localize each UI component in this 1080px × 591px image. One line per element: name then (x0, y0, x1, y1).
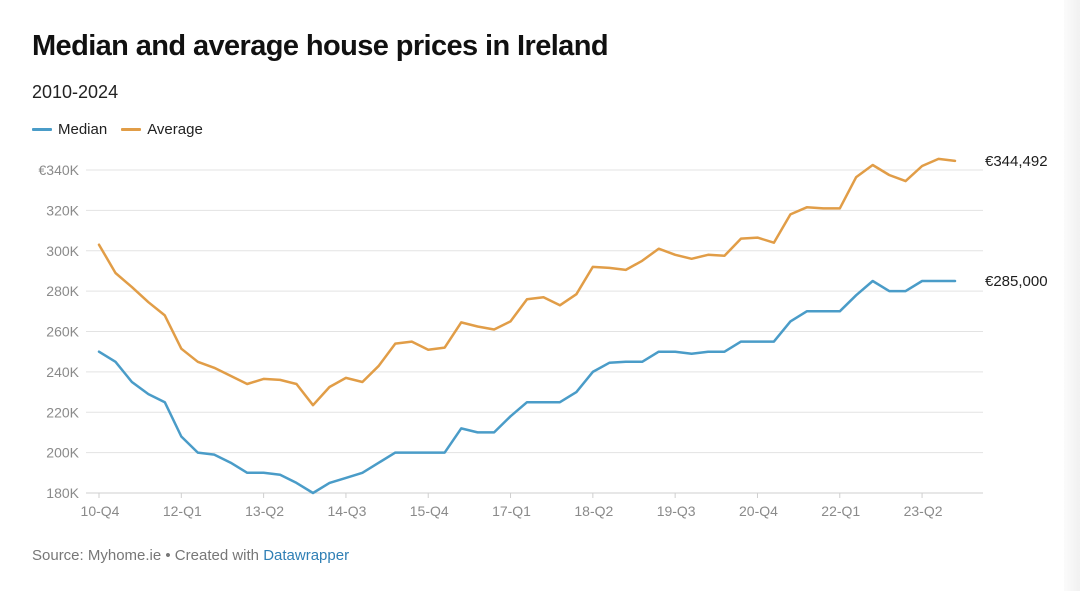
source-text: Source: Myhome.ie • Created with (32, 547, 264, 564)
y-tick-label: 260K (46, 324, 79, 340)
x-tick-label: 14-Q3 (327, 503, 366, 519)
x-tick-label: 17-Q1 (492, 503, 531, 519)
y-tick-label: 240K (46, 364, 79, 380)
end-label-median: €285,000 (985, 273, 1048, 290)
x-tick-label: 12-Q1 (163, 503, 202, 519)
y-tick-label: 200K (46, 445, 79, 461)
legend-item-median: Median (32, 121, 107, 138)
y-tick-label: 320K (46, 202, 79, 218)
x-tick-label: 23-Q2 (904, 503, 943, 519)
y-tick-label: €340K (39, 162, 80, 178)
legend-swatch-average (121, 128, 142, 131)
chart-subtitle: 2010-2024 (32, 82, 119, 102)
x-tick-label: 20-Q4 (739, 503, 778, 519)
y-tick-label: 220K (46, 404, 79, 420)
end-label-average: €344,492 (985, 153, 1048, 170)
x-tick-label: 18-Q2 (574, 503, 613, 519)
x-tick-label: 19-Q3 (657, 503, 696, 519)
footer: Source: Myhome.ie • Created with Datawra… (32, 547, 349, 564)
y-tick-label: 280K (46, 283, 79, 299)
legend: Median Average (32, 121, 217, 138)
legend-swatch-median (32, 128, 52, 131)
y-tick-label: 300K (46, 243, 79, 259)
legend-item-average: Average (121, 121, 203, 138)
legend-label-average: Average (147, 121, 203, 138)
y-tick-label: 180K (46, 485, 79, 501)
chart-title: Median and average house prices in Irela… (32, 30, 609, 62)
legend-label-median: Median (58, 121, 108, 138)
scrollbar-strip (1064, 0, 1080, 591)
series-line-median (97, 279, 957, 495)
x-tick-label: 22-Q1 (821, 503, 860, 519)
x-tick-label: 10-Q4 (81, 503, 120, 519)
x-tick-label: 13-Q2 (245, 503, 284, 519)
series-line-average (97, 157, 957, 407)
datawrapper-link[interactable]: Datawrapper (263, 547, 350, 564)
x-tick-label: 15-Q4 (410, 503, 449, 519)
